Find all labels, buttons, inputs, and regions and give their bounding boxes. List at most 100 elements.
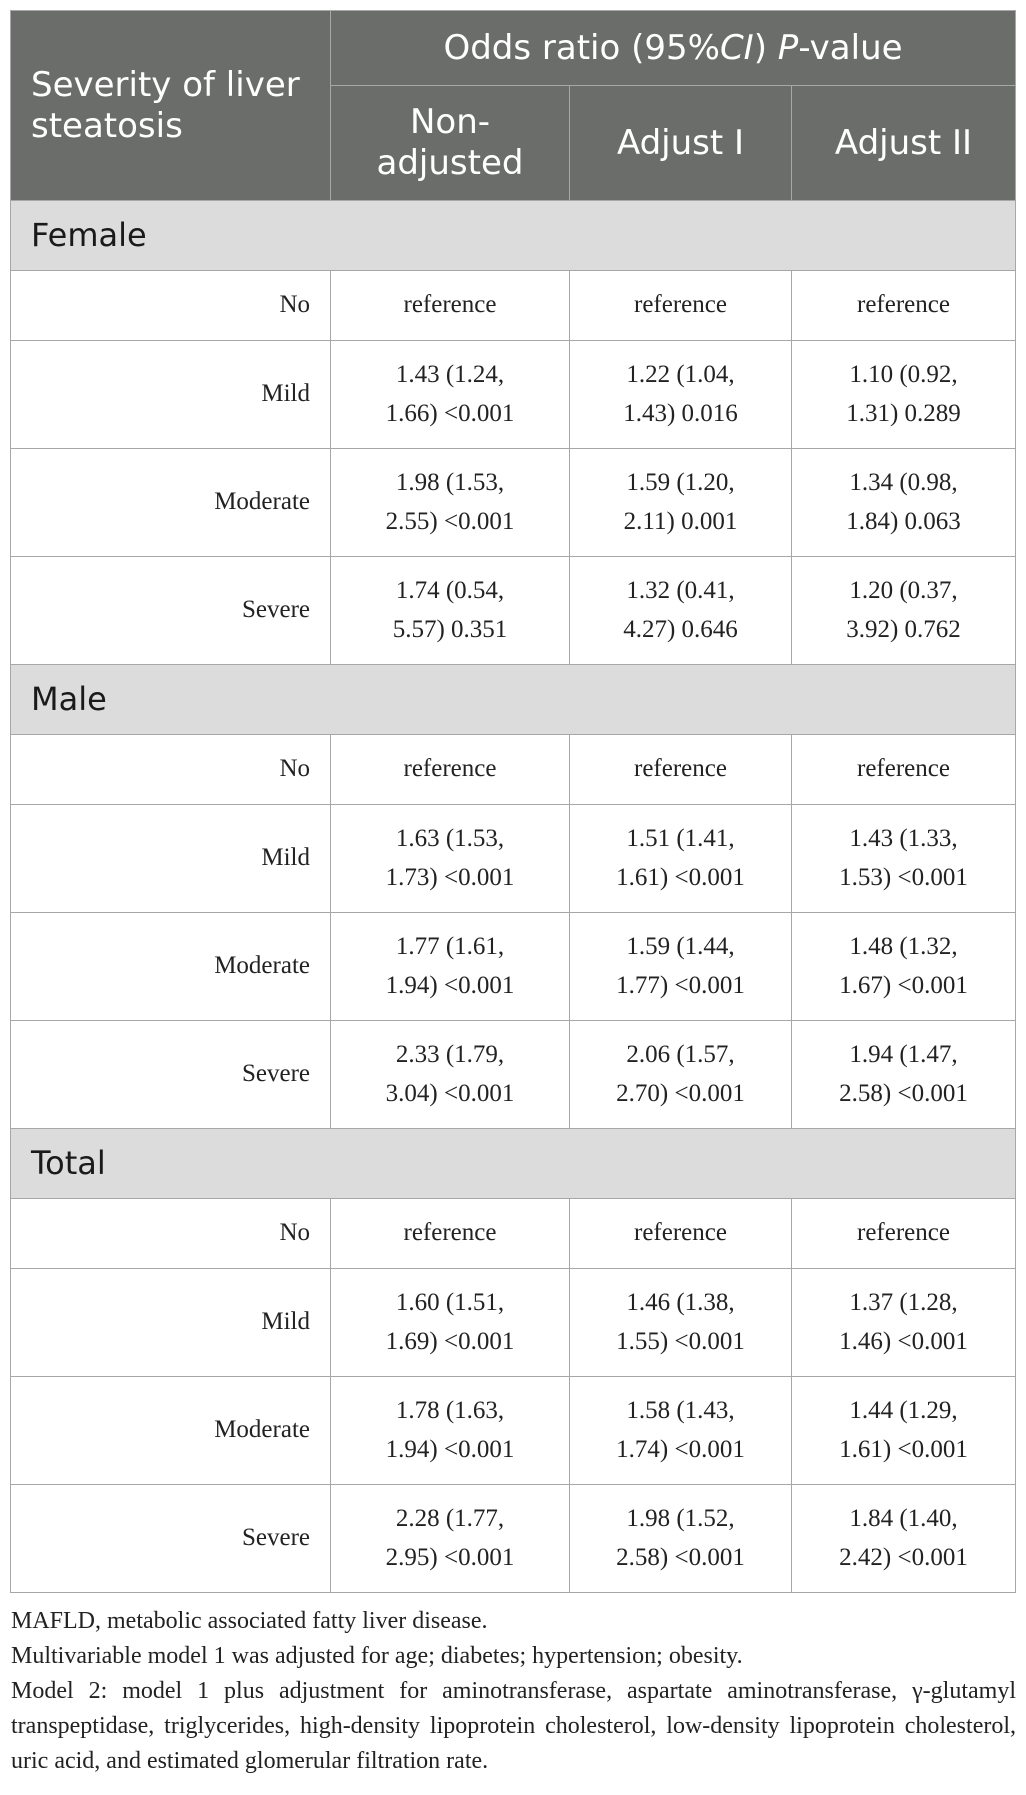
odds-ratio-value: reference <box>634 755 727 783</box>
odds-ratio-cell: reference <box>330 1198 570 1269</box>
odds-ratio-value: 2.33 (1.79, 3.04) <0.001 <box>385 1040 515 1107</box>
severity-label: No <box>10 734 331 805</box>
odds-ratio-value: 2.28 (1.77, 2.95) <0.001 <box>385 1504 515 1571</box>
odds-ratio-cell: reference <box>569 1198 792 1269</box>
table-row: Moderate 1.77 (1.61, 1.94) <0.001 1.59 (1.… <box>10 912 1017 1021</box>
table-row: Severe 2.33 (1.79, 3.04) <0.001 2.06 (1.57… <box>10 1020 1017 1129</box>
odds-ratio-cell: reference <box>790 270 1017 341</box>
odds-ratio-value: reference <box>857 755 950 783</box>
odds-ratio-cell: 1.22 (1.04, 1.43) 0.016 <box>569 340 792 449</box>
odds-ratio-value: 1.98 (1.52, 2.58) <0.001 <box>616 1504 745 1571</box>
severity-label: Severe <box>10 1020 331 1129</box>
table-row: Mild 1.63 (1.53, 1.73) <0.001 1.51 (1.41, … <box>10 804 1017 913</box>
odds-ratio-cell: 1.63 (1.53, 1.73) <0.001 <box>330 804 570 913</box>
odds-ratio-cell: 1.51 (1.41, 1.61) <0.001 <box>569 804 792 913</box>
odds-ratio-value: reference <box>403 1219 497 1247</box>
odds-ratio-cell: 1.32 (0.41, 4.27) 0.646 <box>569 556 792 665</box>
odds-ratio-value: 1.74 (0.54, 5.57) 0.351 <box>392 576 508 643</box>
odds-ratio-cell: reference <box>330 270 570 341</box>
group-label: Male <box>9 664 1017 735</box>
odds-ratio-cell: 2.33 (1.79, 3.04) <0.001 <box>330 1020 570 1129</box>
odds-ratio-value: 1.10 (0.92, 1.31) 0.289 <box>846 360 961 427</box>
odds-ratio-table: Severity of liver steatosis Odds ratio (… <box>9 10 1017 1593</box>
odds-ratio-value: 1.94 (1.47, 2.58) <0.001 <box>839 1040 968 1107</box>
odds-ratio-cell: 2.28 (1.77, 2.95) <0.001 <box>330 1484 570 1593</box>
table-row: Mild 1.43 (1.24, 1.66) <0.001 1.22 (1.04, … <box>10 340 1017 449</box>
odds-ratio-cell: 2.06 (1.57, 2.70) <0.001 <box>569 1020 792 1129</box>
odds-ratio-cell: 1.10 (0.92, 1.31) 0.289 <box>790 340 1017 449</box>
odds-ratio-value: 1.58 (1.43, 1.74) <0.001 <box>616 1396 745 1463</box>
spanning-header: Odds ratio (95%CI) P-value <box>329 10 1017 86</box>
severity-label: Moderate <box>10 1376 331 1485</box>
column-header-adjust-2: Adjust II <box>790 85 1017 201</box>
table-row: Mild 1.60 (1.51, 1.69) <0.001 1.46 (1.38, … <box>10 1268 1017 1377</box>
odds-ratio-value: reference <box>857 1219 950 1247</box>
odds-ratio-value: 1.60 (1.51, 1.69) <0.001 <box>385 1288 515 1355</box>
odds-ratio-cell: 1.43 (1.33, 1.53) <0.001 <box>790 804 1017 913</box>
table-row: No reference reference reference <box>10 734 1017 805</box>
odds-ratio-cell: 1.46 (1.38, 1.55) <0.001 <box>569 1268 792 1377</box>
severity-label: No <box>10 1198 331 1269</box>
table-header: Severity of liver steatosis Odds ratio (… <box>10 10 1017 201</box>
odds-ratio-cell: reference <box>569 734 792 805</box>
severity-label: Mild <box>10 340 331 449</box>
severity-label: Moderate <box>10 912 331 1021</box>
severity-label: Moderate <box>10 448 331 557</box>
odds-ratio-cell: reference <box>790 734 1017 805</box>
table-row: No reference reference reference <box>10 270 1017 341</box>
footnote-model-1: Multivariable model 1 was adjusted for a… <box>11 1643 743 1669</box>
odds-ratio-value: reference <box>634 291 727 319</box>
footnote-model-2: Model 2: model 1 plus adjustment for ami… <box>11 1678 1016 1774</box>
odds-ratio-cell: reference <box>569 270 792 341</box>
table-row: Moderate 1.78 (1.63, 1.94) <0.001 1.58 (1.… <box>10 1376 1017 1485</box>
odds-ratio-value: 1.46 (1.38, 1.55) <0.001 <box>616 1288 745 1355</box>
severity-label: No <box>10 270 331 341</box>
odds-ratio-cell: 1.78 (1.63, 1.94) <0.001 <box>330 1376 570 1485</box>
group-row: Female <box>9 200 1017 271</box>
odds-ratio-cell: 1.34 (0.98, 1.84) 0.063 <box>790 448 1017 557</box>
table-row: Severe 2.28 (1.77, 2.95) <0.001 1.98 (1.52… <box>10 1484 1017 1593</box>
table-row: Moderate 1.98 (1.53, 2.55) <0.001 1.59 (1.… <box>10 448 1017 557</box>
odds-ratio-value: 1.78 (1.63, 1.94) <0.001 <box>385 1396 515 1463</box>
odds-ratio-cell: 1.43 (1.24, 1.66) <0.001 <box>330 340 570 449</box>
spanning-header-ci: CI <box>719 28 754 68</box>
odds-ratio-value: 1.59 (1.44, 1.77) <0.001 <box>616 932 745 999</box>
odds-ratio-value: reference <box>857 291 950 319</box>
odds-ratio-value: 1.37 (1.28, 1.46) <0.001 <box>839 1288 968 1355</box>
odds-ratio-cell: 1.48 (1.32, 1.67) <0.001 <box>790 912 1017 1021</box>
group-row: Male <box>9 664 1017 735</box>
odds-ratio-value: 1.63 (1.53, 1.73) <0.001 <box>385 824 515 891</box>
odds-ratio-value: 1.43 (1.24, 1.66) <0.001 <box>385 360 515 427</box>
odds-ratio-value: 1.98 (1.53, 2.55) <0.001 <box>385 468 515 535</box>
group-label: Total <box>9 1128 1017 1199</box>
group-label: Female <box>9 200 1017 271</box>
odds-ratio-value: 1.44 (1.29, 1.61) <0.001 <box>839 1396 968 1463</box>
odds-ratio-value: 1.77 (1.61, 1.94) <0.001 <box>385 932 515 999</box>
odds-ratio-cell: 1.94 (1.47, 2.58) <0.001 <box>790 1020 1017 1129</box>
odds-ratio-cell: 1.74 (0.54, 5.57) 0.351 <box>330 556 570 665</box>
odds-ratio-cell: 1.59 (1.44, 1.77) <0.001 <box>569 912 792 1021</box>
odds-ratio-value: 1.34 (0.98, 1.84) 0.063 <box>846 468 961 535</box>
odds-ratio-cell: 1.60 (1.51, 1.69) <0.001 <box>330 1268 570 1377</box>
spanning-header-part: -value <box>798 28 903 68</box>
odds-ratio-cell: 1.20 (0.37, 3.92) 0.762 <box>790 556 1017 665</box>
odds-ratio-value: reference <box>634 1219 727 1247</box>
odds-ratio-cell: 1.37 (1.28, 1.46) <0.001 <box>790 1268 1017 1377</box>
odds-ratio-value: 1.59 (1.20, 2.11) 0.001 <box>623 468 738 535</box>
table-row: No reference reference reference <box>10 1198 1017 1269</box>
odds-ratio-value: reference <box>403 755 497 783</box>
odds-ratio-value: 1.51 (1.41, 1.61) <0.001 <box>616 824 745 891</box>
table-row: Severe 1.74 (0.54, 5.57) 0.351 1.32 (0.41,… <box>10 556 1017 665</box>
odds-ratio-value: 1.20 (0.37, 3.92) 0.762 <box>846 576 961 643</box>
footnote-abbreviation: MAFLD, metabolic associated fatty liver … <box>11 1608 488 1634</box>
spanning-header-p: P <box>777 28 799 68</box>
odds-ratio-cell: 1.59 (1.20, 2.11) 0.001 <box>569 448 792 557</box>
odds-ratio-value: 1.32 (0.41, 4.27) 0.646 <box>623 576 738 643</box>
odds-ratio-value: 1.48 (1.32, 1.67) <0.001 <box>839 932 968 999</box>
odds-ratio-cell: 1.77 (1.61, 1.94) <0.001 <box>330 912 570 1021</box>
odds-ratio-cell: 1.58 (1.43, 1.74) <0.001 <box>569 1376 792 1485</box>
severity-label: Severe <box>10 1484 331 1593</box>
spanning-header-part: Odds ratio (95% <box>443 28 720 68</box>
odds-ratio-cell: reference <box>330 734 570 805</box>
odds-ratio-value: 1.84 (1.40, 2.42) <0.001 <box>839 1504 968 1571</box>
